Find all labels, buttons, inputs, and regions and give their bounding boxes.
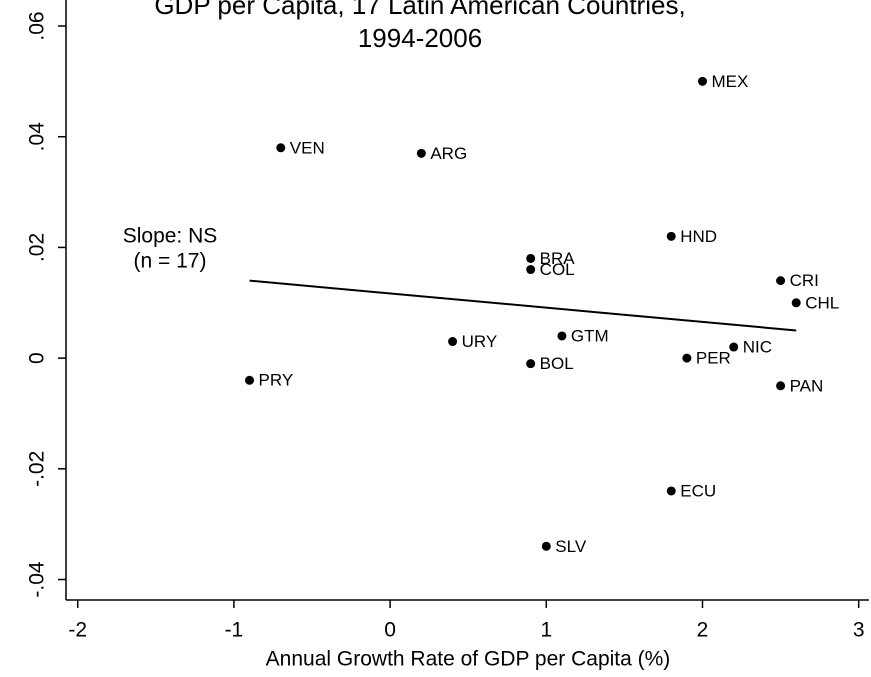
point (682, 353, 692, 363)
x-tick-label: 1 (540, 619, 552, 642)
point-label: PAN (790, 376, 824, 395)
point (557, 331, 567, 341)
y-tick-label: 0 (26, 352, 49, 364)
y-tick-label: .02 (26, 233, 49, 262)
point-label: BRA (540, 249, 576, 268)
point-label: COL (540, 260, 575, 279)
point-label: MEX (711, 72, 748, 91)
point (245, 375, 255, 385)
point-label: ARG (430, 144, 467, 163)
point (791, 298, 801, 308)
point (526, 359, 536, 369)
point (666, 231, 676, 241)
point-label: PRY (259, 371, 294, 390)
point (526, 265, 536, 275)
point (448, 337, 458, 347)
point (697, 76, 707, 86)
point (541, 541, 551, 551)
point (526, 253, 536, 263)
x-axis-label: Annual Growth Rate of GDP per Capita (%) (266, 648, 671, 671)
point-label: GTM (571, 326, 609, 345)
point (276, 143, 286, 153)
x-tick-label: 2 (697, 619, 709, 642)
point (776, 381, 786, 391)
point-label: NIC (743, 338, 772, 357)
annotation: (n = 17) (134, 250, 207, 273)
point-label: HND (680, 227, 717, 246)
y-tick-label: .04 (26, 122, 49, 152)
point (666, 486, 676, 496)
point-label: URY (462, 332, 498, 351)
annotation: Slope: NS (123, 225, 218, 248)
x-tick-label: -2 (68, 619, 87, 642)
y-tick-label: -.02 (26, 451, 49, 487)
x-tick-label: -1 (225, 619, 244, 642)
x-tick-label: 0 (384, 619, 396, 642)
point-label: ECU (680, 481, 716, 500)
point (729, 342, 739, 352)
point-label: CRI (790, 271, 819, 290)
point (776, 276, 786, 286)
x-tick-label: 3 (853, 619, 865, 642)
y-tick-label: .06 (26, 11, 49, 40)
point-label: VEN (290, 138, 325, 157)
point-label: SLV (555, 537, 587, 556)
point-label: CHL (805, 293, 839, 312)
y-tick-label: -.04 (26, 561, 49, 598)
chart-title: 1994-2006 (358, 23, 482, 53)
point-label: BOL (540, 354, 574, 373)
fit-line (249, 279, 797, 332)
point (416, 148, 426, 158)
chart-title: GDP per Capita, 17 Latin American Countr… (154, 0, 685, 20)
point-label: PER (696, 349, 731, 368)
